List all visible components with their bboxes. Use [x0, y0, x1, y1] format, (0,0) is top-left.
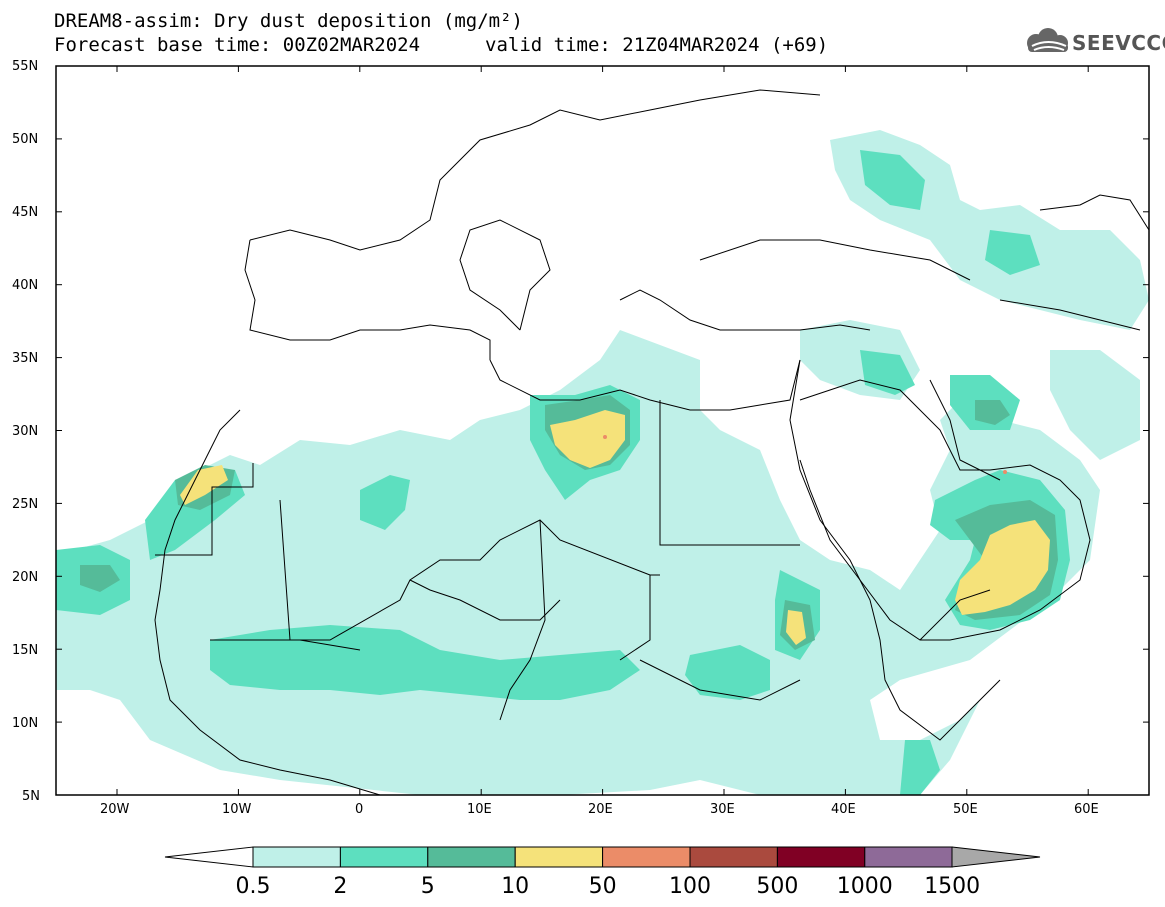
valid-time: valid time: 21Z04MAR2024 (+69): [485, 34, 829, 56]
colorbar-swatch: [252, 846, 341, 868]
colorbar-swatch: [514, 846, 604, 868]
lat-label: 15N: [12, 643, 38, 658]
colorbar-label: 2: [333, 874, 347, 899]
colorbar-swatch: [776, 846, 866, 868]
lat-label: 10N: [12, 716, 38, 731]
colorbar-right-arrow: [951, 846, 1041, 868]
colorbar-label: 10: [501, 874, 529, 899]
lat-label: 5N: [22, 789, 40, 804]
lat-label: 50N: [12, 132, 38, 147]
latitude-labels: 55N 50N 45N 40N 35N 30N 25N 20N 15N 10N …: [12, 59, 40, 804]
lat-label: 25N: [12, 497, 38, 512]
colorbar-swatch: [689, 846, 778, 868]
forecast-base-time: Forecast base time: 00Z02MAR2024: [54, 34, 421, 56]
colorbar-left-arrow: [164, 846, 254, 868]
country-borders: [154, 89, 1150, 796]
longitude-labels: 20W 10W 0 10E 20E 30E 40E 50E 60E: [100, 802, 1099, 817]
lon-label: 20W: [100, 802, 130, 817]
lon-label: 10E: [467, 802, 492, 817]
colorbar: 0.5 2 5 10 50 100 500 1000 1500: [164, 846, 1041, 899]
colorbar-label: 1000: [837, 874, 893, 899]
colorbar-swatch: [864, 846, 953, 868]
lat-label: 55N: [12, 59, 38, 74]
lat-label: 35N: [12, 351, 38, 366]
colorbar-label: 1500: [924, 874, 980, 899]
lat-label: 30N: [12, 424, 38, 439]
lat-label: 40N: [12, 278, 38, 293]
colorbar-swatch: [427, 846, 516, 868]
dust-level-50-100: [603, 435, 1007, 474]
dust-level-10-50: [180, 410, 1050, 645]
lon-label: 40E: [831, 802, 856, 817]
lon-label: 60E: [1074, 802, 1099, 817]
lon-label: 20E: [588, 802, 613, 817]
lat-label: 45N: [12, 205, 38, 220]
colorbar-swatch: [339, 846, 429, 868]
lat-label: 20N: [12, 570, 38, 585]
map-title: DREAM8-assim: Dry dust deposition (mg/m²…: [54, 10, 523, 32]
colorbar-label: 500: [756, 874, 798, 899]
cloud-logo-icon: [1027, 28, 1068, 52]
lon-label: 30E: [710, 802, 735, 817]
colorbar-swatch: [602, 846, 691, 868]
colorbar-label: 0.5: [236, 874, 271, 899]
lon-label: 0: [355, 802, 363, 817]
lon-label: 50E: [953, 802, 978, 817]
lon-label: 10W: [222, 802, 252, 817]
colorbar-label: 5: [421, 874, 435, 899]
axis-ticks: [56, 65, 1149, 796]
colorbar-label: 50: [589, 874, 617, 899]
colorbar-label: 100: [669, 874, 711, 899]
logo-text: SEEVCCC: [1072, 31, 1165, 55]
